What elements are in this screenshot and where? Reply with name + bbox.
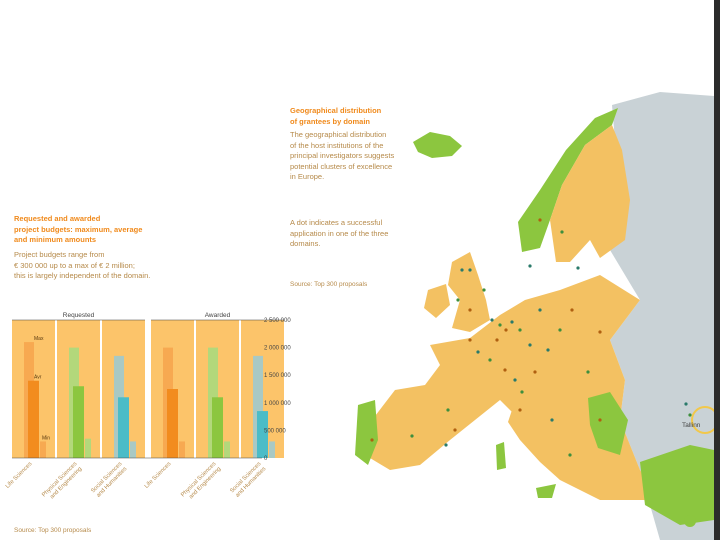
grantee-dots <box>370 218 692 457</box>
bar-min <box>130 441 136 458</box>
grantee-dot <box>550 418 554 422</box>
grantee-dot <box>410 434 414 438</box>
bar-average <box>212 397 223 458</box>
budget-heading: Requested and awarded project budgets: m… <box>14 214 143 244</box>
x-category-label: Social Sciencesand Humanities <box>90 461 128 499</box>
grantee-dot <box>528 264 532 268</box>
map-region-uk <box>448 252 490 332</box>
grantee-dot <box>495 338 499 342</box>
y-tick-label: 2 500 000 <box>264 318 291 324</box>
map-region-balkans <box>588 392 628 455</box>
bar-average <box>28 380 39 458</box>
bar-average <box>257 411 268 458</box>
tallinn-label: Tallinn <box>682 422 701 429</box>
grantee-dot <box>504 328 508 332</box>
bar-min <box>269 441 275 458</box>
map-region-sardinia <box>496 442 506 470</box>
bar-average <box>73 386 84 458</box>
grantee-dot <box>538 218 542 222</box>
x-category-label: Social Sciencesand Humanities <box>229 461 267 499</box>
grantee-dot <box>558 328 562 332</box>
stat-label: Avr <box>34 375 42 381</box>
bar-min <box>179 441 185 458</box>
x-category-label: Life Sciences <box>5 461 34 490</box>
map-region-sicily <box>536 484 556 498</box>
map-region-ireland <box>424 284 450 318</box>
window-edge <box>714 0 720 540</box>
grantee-dot <box>688 413 692 417</box>
map-region-continent <box>365 275 660 500</box>
grantee-dot <box>488 358 492 362</box>
grantee-dot <box>598 418 602 422</box>
map-source: Source: Top 300 proposals <box>290 281 368 288</box>
grantee-dot <box>498 323 502 327</box>
grantee-dot <box>453 428 457 432</box>
y-tick-label: 1 000 000 <box>264 401 291 407</box>
grantee-dot <box>468 268 472 272</box>
map-heading: Geographical distribution of grantees by… <box>290 106 382 126</box>
stat-label: Min <box>42 435 50 441</box>
y-tick-label: 2 000 000 <box>264 346 291 352</box>
y-tick-label: 500 000 <box>264 428 286 434</box>
bar-min <box>224 441 230 458</box>
grantee-dot <box>513 378 517 382</box>
y-tick-label: 0 <box>264 456 268 462</box>
grantee-dot <box>482 288 486 292</box>
map-region-norway <box>518 108 618 252</box>
grantee-dot <box>586 370 590 374</box>
bar-max <box>253 355 263 458</box>
map-region-nordics <box>550 125 630 262</box>
grantee-dot <box>468 308 472 312</box>
grantee-dot <box>570 308 574 312</box>
map-dot-legend: A dot indicates a successful application… <box>290 218 389 248</box>
chart-panel-title: Requested <box>63 312 95 319</box>
map-region-russia <box>610 92 714 540</box>
grantee-dot <box>520 390 524 394</box>
map-region-iceland <box>413 132 462 158</box>
grantee-dot <box>538 308 542 312</box>
chart-source: Source: Top 300 proposals <box>14 527 92 534</box>
x-category-label: Physical Sciencesand Engineering <box>41 461 83 503</box>
budget-description: Project budgets range from € 300 000 up … <box>14 250 151 280</box>
x-category-label: Physical Sciencesand Engineering <box>180 461 222 503</box>
map-region-turkey <box>640 445 714 525</box>
stat-label: Max <box>34 336 44 342</box>
grantee-dot <box>568 453 572 457</box>
grantee-dot <box>684 402 688 406</box>
grantee-dot <box>518 408 522 412</box>
map-region-italy <box>508 410 570 480</box>
grantee-dot <box>503 368 507 372</box>
bar-average <box>167 389 178 458</box>
grantee-dot <box>560 230 564 234</box>
grantee-dot <box>370 438 374 442</box>
grantee-dot <box>576 266 580 270</box>
grantee-dot <box>476 350 480 354</box>
bar-min <box>85 438 91 458</box>
bar-average <box>118 397 129 458</box>
grantee-dot <box>510 320 514 324</box>
grantee-dot <box>468 338 472 342</box>
grantee-dot <box>446 408 450 412</box>
chart-panel-title: Awarded <box>205 312 231 319</box>
grantee-dot <box>528 343 532 347</box>
map-region-portugal <box>355 400 378 465</box>
y-tick-label: 1 500 000 <box>264 373 291 379</box>
grantee-dot <box>518 328 522 332</box>
x-category-label: Life Sciences <box>144 461 173 490</box>
grantee-dot <box>460 268 464 272</box>
grantee-dot <box>490 318 494 322</box>
grantee-dot <box>546 348 550 352</box>
grantee-dot <box>444 443 448 447</box>
grantee-dot <box>456 298 460 302</box>
bar-min <box>40 441 46 458</box>
grantee-dot <box>598 330 602 334</box>
map-description: The geographical distribution of the hos… <box>290 130 395 181</box>
grantee-dot <box>533 370 537 374</box>
